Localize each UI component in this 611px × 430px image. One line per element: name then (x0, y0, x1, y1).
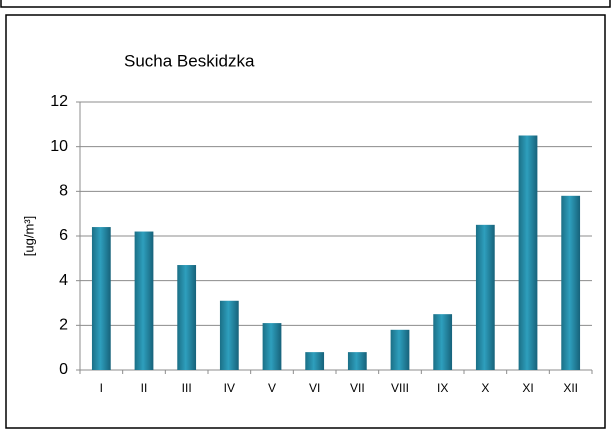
x-tick-label: VI (309, 381, 320, 395)
x-tick-label: IV (224, 381, 235, 395)
bar (347, 352, 367, 370)
y-tick-label: 10 (50, 138, 68, 155)
x-tick-label: IX (437, 381, 448, 395)
top-frame (0, 0, 611, 8)
x-tick-label: III (182, 381, 192, 395)
bar (475, 224, 495, 370)
x-tick-label: XII (563, 381, 578, 395)
chart-title: Sucha Beskidzka (124, 51, 255, 70)
bar (518, 135, 538, 370)
x-tick-label: X (481, 381, 489, 395)
bar (262, 323, 282, 370)
y-tick-label: 6 (59, 227, 68, 244)
y-tick-label: 12 (50, 93, 68, 110)
x-tick-label: V (268, 381, 276, 395)
y-tick-label: 8 (59, 183, 68, 200)
bar (305, 352, 325, 370)
x-tick-label: I (100, 381, 103, 395)
x-tick-label: XI (522, 381, 533, 395)
y-axis-label: [ug/m³] (21, 216, 36, 256)
x-tick-label: VII (350, 381, 365, 395)
bar (134, 231, 154, 370)
y-tick-label: 0 (59, 361, 68, 378)
bar (561, 195, 581, 370)
bar (177, 265, 197, 370)
x-tick-label: II (141, 381, 148, 395)
x-tick-label: VIII (391, 381, 409, 395)
bar (433, 314, 453, 370)
bar (390, 329, 410, 370)
bar (219, 300, 239, 370)
bar (91, 227, 111, 370)
y-tick-label: 2 (59, 317, 68, 334)
y-tick-label: 4 (59, 272, 68, 289)
